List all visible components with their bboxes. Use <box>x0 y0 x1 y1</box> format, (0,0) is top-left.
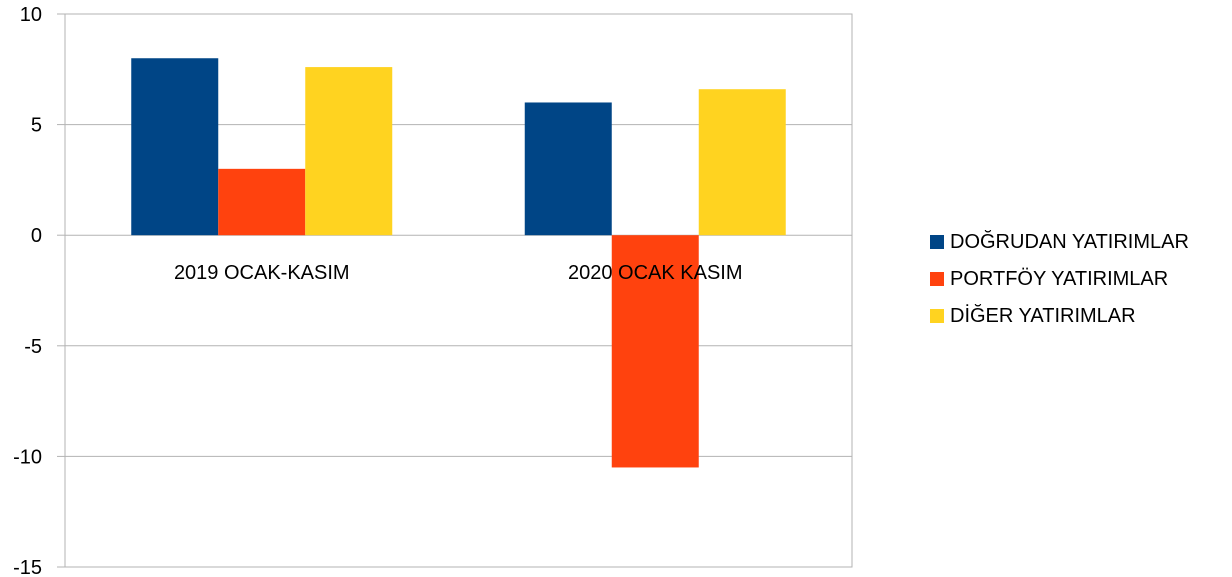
x-axis-categories: 2019 OCAK-KASIM 2020 OCAK KASIM <box>174 262 743 284</box>
legend-swatch <box>930 235 944 249</box>
legend: DOĞRUDAN YATIRIMLAR PORTFÖY YATIRIMLAR DİĞ… <box>930 228 1189 339</box>
x-category-label: 2020 OCAK KASIM <box>568 262 743 284</box>
bar-series-2-category-0 <box>305 67 393 236</box>
bars <box>131 58 786 468</box>
legend-label: DOĞRUDAN YATIRIMLAR <box>950 230 1189 253</box>
legend-swatch <box>930 309 944 323</box>
legend-item: DİĞER YATIRIMLAR <box>930 302 1189 330</box>
y-tick-label: -10 <box>13 446 42 468</box>
legend-swatch <box>930 272 944 286</box>
y-tick-label: 5 <box>31 115 42 137</box>
legend-item: DOĞRUDAN YATIRIMLAR <box>930 228 1189 256</box>
bar-series-2-category-1 <box>698 89 786 236</box>
y-tick-label: 10 <box>20 4 42 26</box>
y-tick-label: -5 <box>24 336 42 358</box>
bar-series-0-category-0 <box>131 58 219 236</box>
legend-label: DİĞER YATIRIMLAR <box>950 304 1136 327</box>
y-tick-label: 0 <box>31 225 42 247</box>
legend-label: PORTFÖY YATIRIMLAR <box>950 267 1169 290</box>
y-tick-label: -15 <box>13 557 42 577</box>
y-axis-ticks: 10 5 0 -5 -10 -15 <box>13 4 65 577</box>
bar-series-0-category-1 <box>524 102 612 236</box>
x-category-label: 2019 OCAK-KASIM <box>174 262 350 284</box>
bar-series-1-category-0 <box>218 168 306 236</box>
bar-series-1-category-1 <box>611 235 699 468</box>
legend-item: PORTFÖY YATIRIMLAR <box>930 265 1189 293</box>
